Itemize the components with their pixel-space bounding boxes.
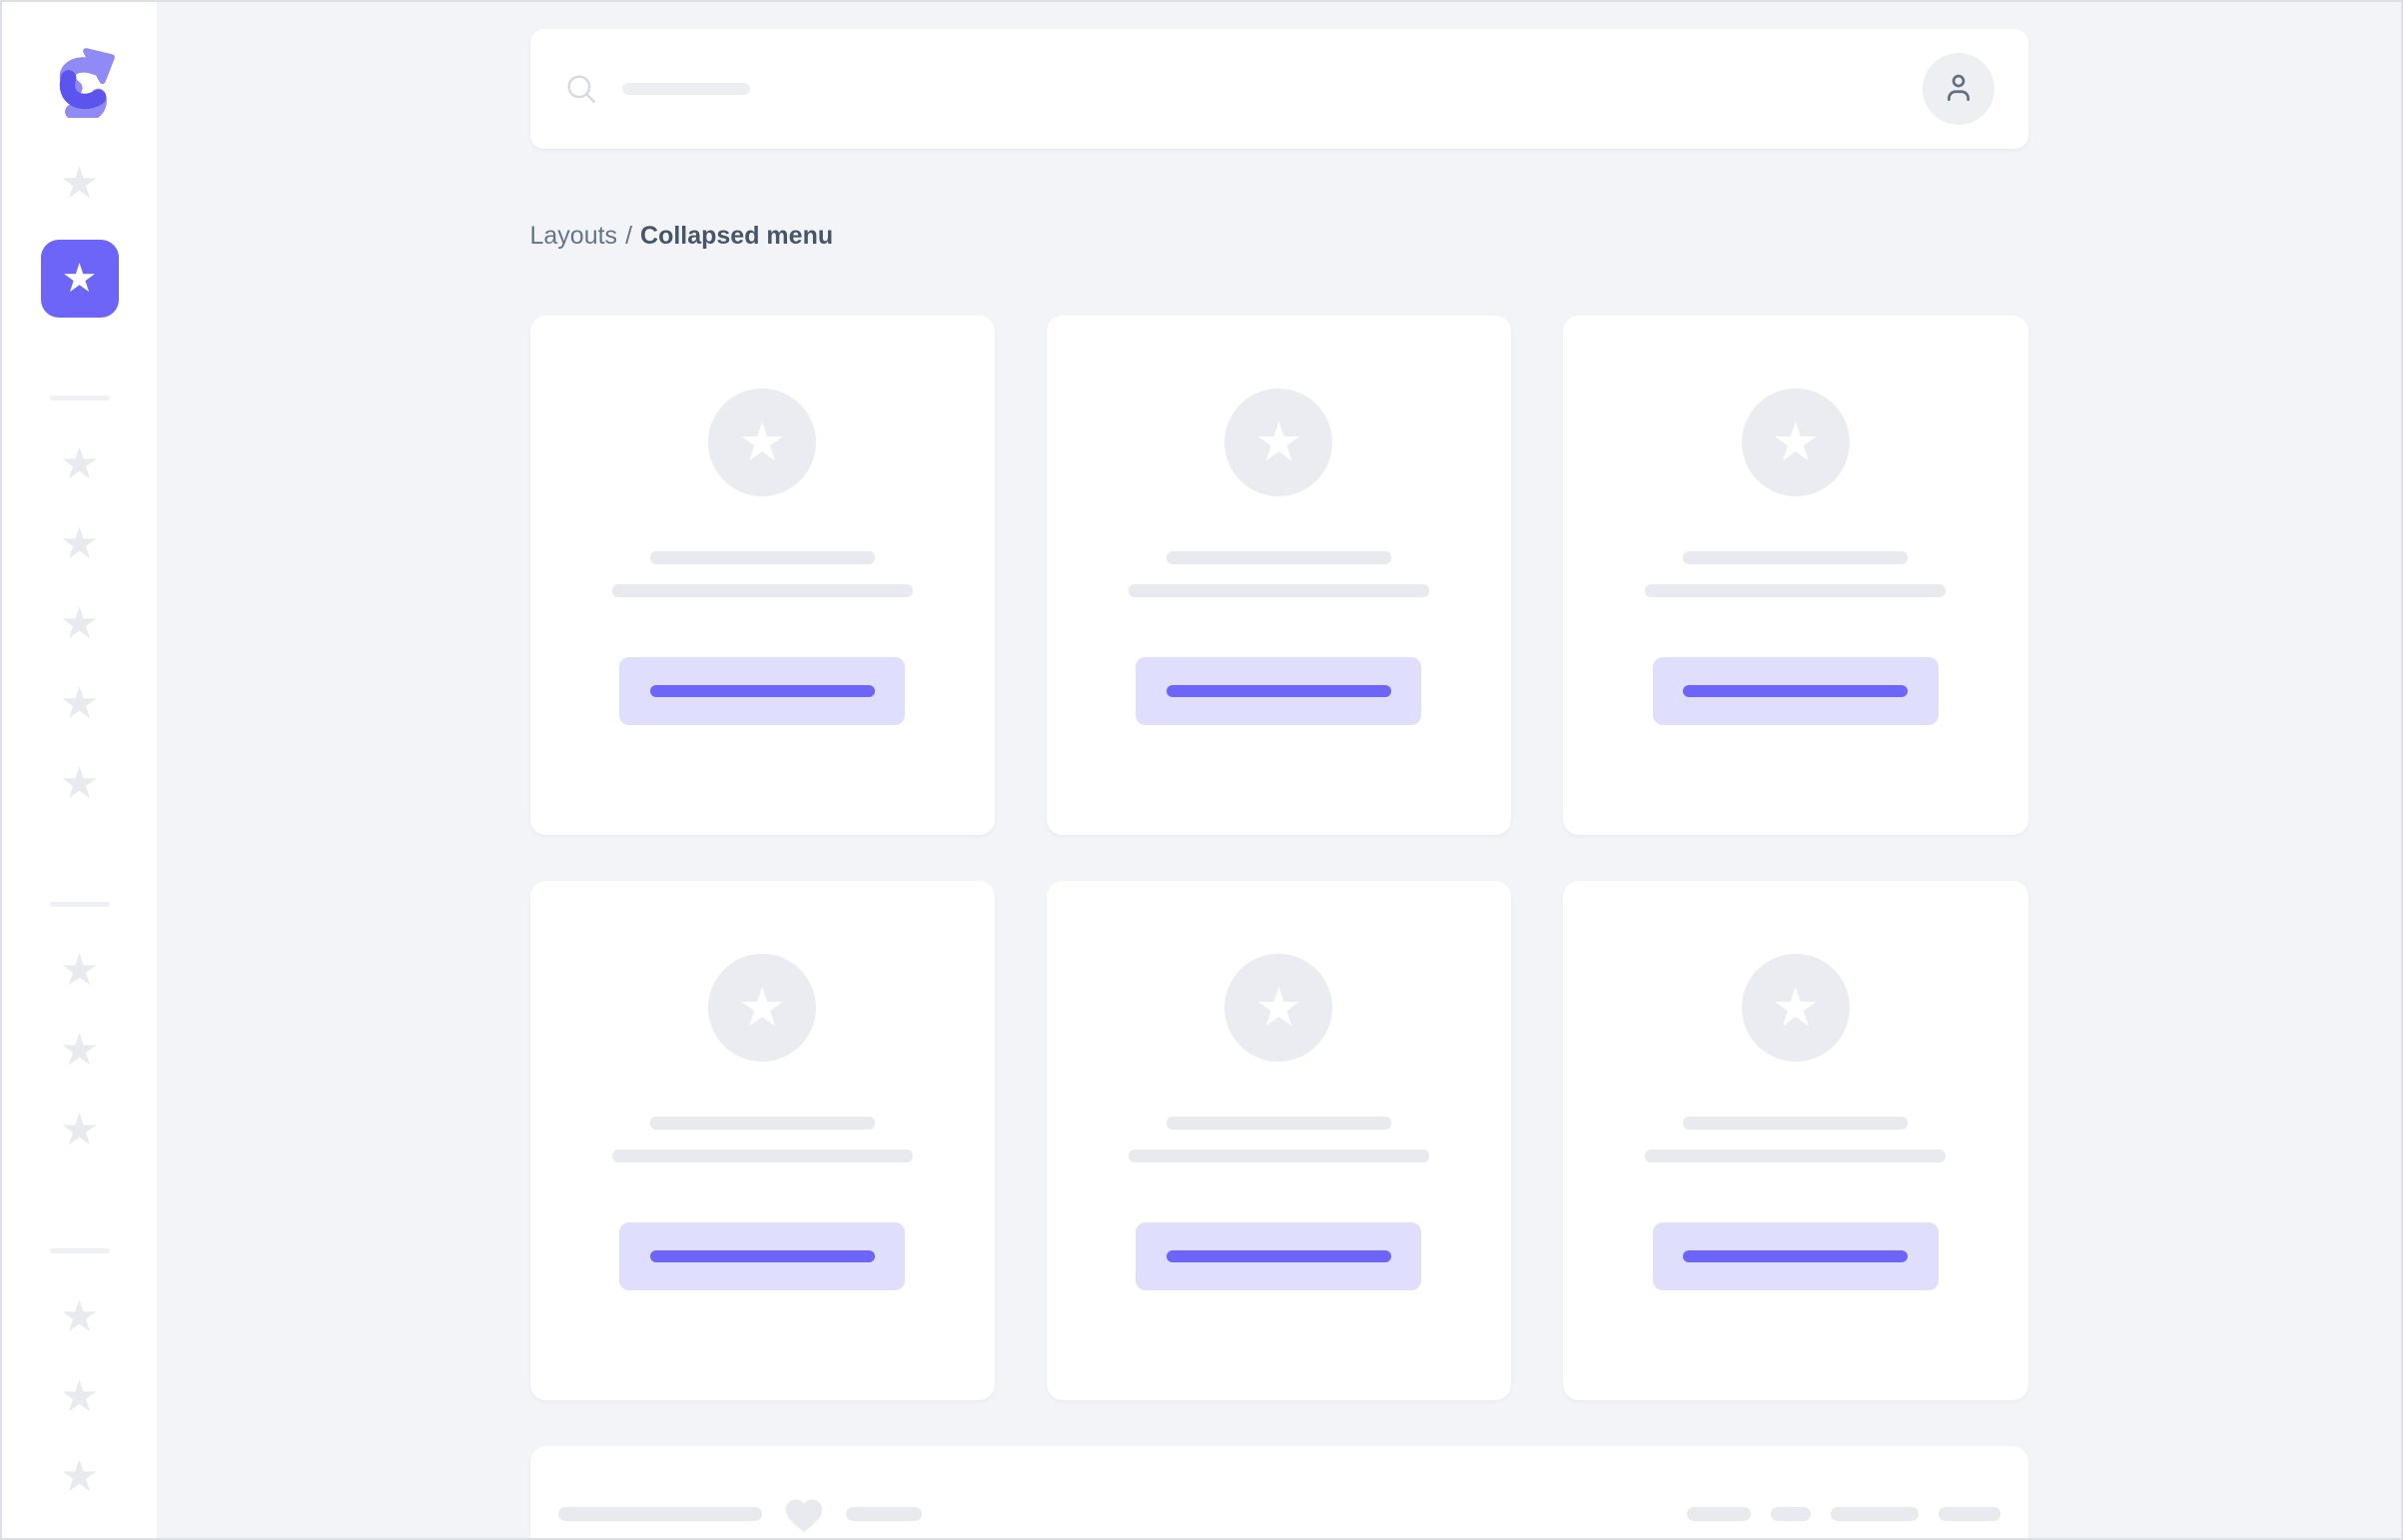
breadcrumb-separator: / bbox=[625, 222, 633, 250]
card-placeholder-line bbox=[1683, 1117, 1909, 1130]
card-placeholder-line bbox=[649, 551, 875, 564]
card-button-placeholder[interactable] bbox=[619, 657, 906, 725]
star-icon: ★ bbox=[737, 412, 787, 472]
card-placeholder-line bbox=[611, 584, 913, 597]
user-avatar-button[interactable] bbox=[1922, 53, 1995, 125]
card-button-placeholder[interactable] bbox=[1652, 657, 1939, 725]
card-placeholder-line bbox=[1128, 584, 1429, 597]
sidebar-divider bbox=[49, 395, 110, 400]
breadcrumb-parent-link[interactable]: Layouts bbox=[529, 222, 618, 250]
card-button-placeholder[interactable] bbox=[619, 1222, 906, 1290]
sidebar-item-star-active[interactable]: ★ bbox=[40, 240, 119, 318]
card-media-circle: ★ bbox=[1741, 954, 1850, 1062]
card-placeholder-line bbox=[1683, 551, 1909, 564]
app-logo[interactable] bbox=[43, 44, 117, 123]
main-area: Layouts / Collapsed menu ★ ★ ★ bbox=[157, 2, 2401, 1538]
sidebar-item-star[interactable]: ★ bbox=[41, 949, 119, 993]
footer-dash-placeholder bbox=[1686, 1507, 1751, 1521]
skeleton-card[interactable]: ★ bbox=[1046, 316, 1512, 835]
skeleton-card[interactable]: ★ bbox=[1046, 881, 1512, 1400]
star-icon: ★ bbox=[59, 439, 100, 488]
breadcrumb: Layouts / Collapsed menu bbox=[530, 219, 2028, 253]
star-icon: ★ bbox=[59, 599, 100, 648]
sidebar-groups: ★ ★ ★ ★ ★ ★ ★ ★ ★ ★ ★ bbox=[41, 318, 119, 1517]
card-button-placeholder[interactable] bbox=[1136, 657, 1422, 725]
search-bar[interactable] bbox=[529, 29, 2028, 149]
card-placeholder-line bbox=[1166, 551, 1391, 564]
footer-dash-placeholder bbox=[1938, 1507, 2001, 1521]
star-icon: ★ bbox=[59, 759, 100, 808]
sidebar-item-star[interactable]: ★ bbox=[41, 1455, 119, 1499]
star-icon: ★ bbox=[1771, 978, 1821, 1038]
breadcrumb-current: Collapsed menu bbox=[640, 222, 834, 250]
card-placeholder-line bbox=[611, 1150, 913, 1162]
sidebar-divider bbox=[49, 1248, 110, 1253]
heart-icon[interactable] bbox=[782, 1492, 826, 1536]
footer-placeholder-bar bbox=[845, 1507, 922, 1521]
card-media-circle: ★ bbox=[1224, 954, 1333, 1062]
button-label-bar bbox=[1166, 685, 1391, 697]
button-label-bar bbox=[649, 685, 875, 697]
content-column: Layouts / Collapsed menu ★ ★ ★ bbox=[529, 2, 2028, 1538]
skeleton-card[interactable]: ★ bbox=[1563, 881, 2028, 1400]
button-label-bar bbox=[1166, 1250, 1391, 1262]
star-icon: ★ bbox=[1254, 978, 1303, 1038]
sidebar-item-star[interactable]: ★ bbox=[41, 162, 119, 206]
user-icon bbox=[1941, 70, 1977, 109]
footer-dash-placeholder bbox=[1770, 1507, 1811, 1521]
star-icon: ★ bbox=[737, 978, 787, 1038]
star-icon: ★ bbox=[1254, 412, 1303, 472]
card-placeholder-line bbox=[1166, 1117, 1391, 1130]
star-icon: ★ bbox=[59, 1372, 100, 1421]
footer-pagination-placeholders bbox=[1686, 1507, 2001, 1521]
footer-bar-card bbox=[529, 1446, 2028, 1538]
footer-dash-placeholder bbox=[1830, 1507, 1919, 1521]
star-icon: ★ bbox=[59, 159, 100, 208]
search-icon[interactable] bbox=[564, 72, 598, 106]
sidebar-item-star[interactable]: ★ bbox=[41, 682, 119, 726]
star-icon: ★ bbox=[59, 679, 100, 728]
skeleton-card[interactable]: ★ bbox=[529, 316, 995, 835]
star-icon: ★ bbox=[59, 1026, 100, 1075]
star-icon: ★ bbox=[59, 1292, 100, 1341]
sidebar-item-star[interactable]: ★ bbox=[41, 1375, 119, 1419]
search-placeholder-bar bbox=[621, 83, 750, 95]
skeleton-card[interactable]: ★ bbox=[529, 881, 995, 1400]
card-media-circle: ★ bbox=[708, 954, 817, 1062]
star-icon: ★ bbox=[59, 1452, 100, 1501]
footer-placeholder-bar bbox=[557, 1507, 762, 1521]
star-icon: ★ bbox=[1771, 412, 1821, 472]
card-placeholder-line bbox=[1645, 584, 1947, 597]
card-media-circle: ★ bbox=[1741, 388, 1850, 496]
skeleton-card[interactable]: ★ bbox=[1563, 316, 2028, 835]
sidebar-item-star[interactable]: ★ bbox=[41, 442, 119, 486]
card-placeholder-line bbox=[1128, 1150, 1429, 1162]
shuffle-logo-icon bbox=[43, 44, 117, 123]
sidebar-item-star[interactable]: ★ bbox=[41, 602, 119, 646]
cards-grid: ★ ★ ★ ★ bbox=[529, 316, 2028, 1400]
card-placeholder-line bbox=[1645, 1150, 1947, 1162]
footer-row bbox=[557, 1492, 2001, 1536]
sidebar-item-star[interactable]: ★ bbox=[41, 522, 119, 566]
card-placeholder-line bbox=[649, 1117, 875, 1130]
sidebar-item-star[interactable]: ★ bbox=[41, 1029, 119, 1073]
card-media-circle: ★ bbox=[1224, 388, 1333, 496]
button-label-bar bbox=[1683, 685, 1909, 697]
button-label-bar bbox=[649, 1250, 875, 1262]
star-icon: ★ bbox=[59, 519, 100, 568]
collapsed-sidebar: ★ ★ ★ ★ ★ ★ ★ ★ ★ ★ ★ ★ ★ bbox=[2, 2, 157, 1538]
sidebar-divider bbox=[49, 902, 110, 907]
sidebar-item-star[interactable]: ★ bbox=[41, 762, 119, 806]
star-icon: ★ bbox=[59, 1106, 100, 1155]
card-button-placeholder[interactable] bbox=[1136, 1222, 1422, 1290]
star-icon: ★ bbox=[59, 946, 100, 995]
star-icon: ★ bbox=[61, 257, 98, 301]
card-media-circle: ★ bbox=[708, 388, 817, 496]
sidebar-item-star[interactable]: ★ bbox=[41, 1295, 119, 1339]
sidebar-item-star[interactable]: ★ bbox=[41, 1109, 119, 1153]
card-button-placeholder[interactable] bbox=[1652, 1222, 1939, 1290]
button-label-bar bbox=[1683, 1250, 1909, 1262]
